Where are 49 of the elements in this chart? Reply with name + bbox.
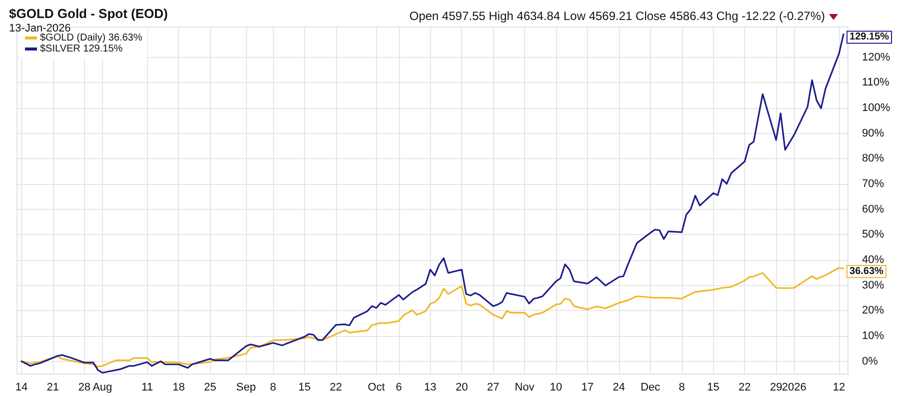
x-tick-label: 15 — [707, 382, 720, 394]
y-tick-label: 100% — [862, 102, 890, 114]
x-tick-label: 8 — [678, 382, 685, 394]
x-tick-label: 14 — [15, 382, 28, 394]
y-tick-label: 110% — [862, 76, 890, 89]
x-tick-label: 22 — [330, 382, 342, 394]
y-tick-label: 90% — [862, 127, 884, 140]
x-tick-label: 10 — [550, 382, 562, 394]
x-tick-label: 17 — [581, 382, 594, 394]
x-tick-label: 12 — [832, 382, 846, 394]
annotation: 129.15% — [850, 32, 890, 43]
y-tick-label: 0% — [862, 355, 878, 368]
y-tick-label: 10% — [862, 330, 884, 342]
legend-label: $SILVER 129.15% — [40, 44, 123, 54]
text: Open 4597.55 High 4634.84 Low 4569.21 Close 4586.43 Chg -12.22 (-0.27%) — [409, 9, 825, 23]
x-tick-label: 25 — [204, 382, 216, 394]
legend-label: $GOLD (Daily) 36.63% — [40, 32, 142, 44]
chart-title: $GOLD Gold - Spot (EOD) — [9, 6, 168, 21]
y-tick-label: 20% — [862, 304, 884, 317]
x-tick-label: 28 — [78, 382, 91, 394]
x-tick-label: 27 — [487, 382, 500, 394]
x-tick-label: Aug — [92, 382, 112, 394]
x-tick-label: 15 — [298, 382, 311, 394]
x-tick-label: 21 — [46, 382, 60, 394]
y-tick-label: 50% — [862, 228, 884, 241]
x-tick-label: 13 — [424, 382, 436, 394]
y-tick-label: 30% — [862, 279, 884, 292]
y-tick-label: 80% — [862, 152, 884, 165]
x-tick-label: 24 — [612, 382, 626, 394]
x-tick-label: 22 — [738, 382, 751, 394]
x-tick-label: 11 — [142, 382, 153, 394]
x-tick-label: 8 — [270, 382, 276, 394]
x-tick-label: Nov — [514, 382, 535, 394]
chart-subtitle: 13-Jan-2026 — [9, 22, 71, 34]
y-tick-label: 60% — [862, 203, 884, 216]
x-tick-label: 6 — [396, 382, 402, 394]
x-tick-label: Dec — [640, 382, 661, 394]
x-tick-label: 2026 — [782, 382, 806, 394]
x-tick-label: 29 — [770, 382, 782, 394]
line-series — [20, 33, 844, 374]
y-tick-label: 70% — [862, 178, 884, 190]
x-tick-label: Oct — [368, 382, 385, 394]
x-tick-label: 20 — [456, 382, 468, 394]
y-tick-label: 40% — [862, 254, 884, 266]
x-tick-label: Sep — [236, 382, 256, 394]
line-series — [20, 267, 844, 368]
y-tick-label: 120% — [862, 51, 890, 64]
annotation: 36.63% — [850, 266, 884, 278]
x-tick-label: 18 — [172, 382, 185, 394]
